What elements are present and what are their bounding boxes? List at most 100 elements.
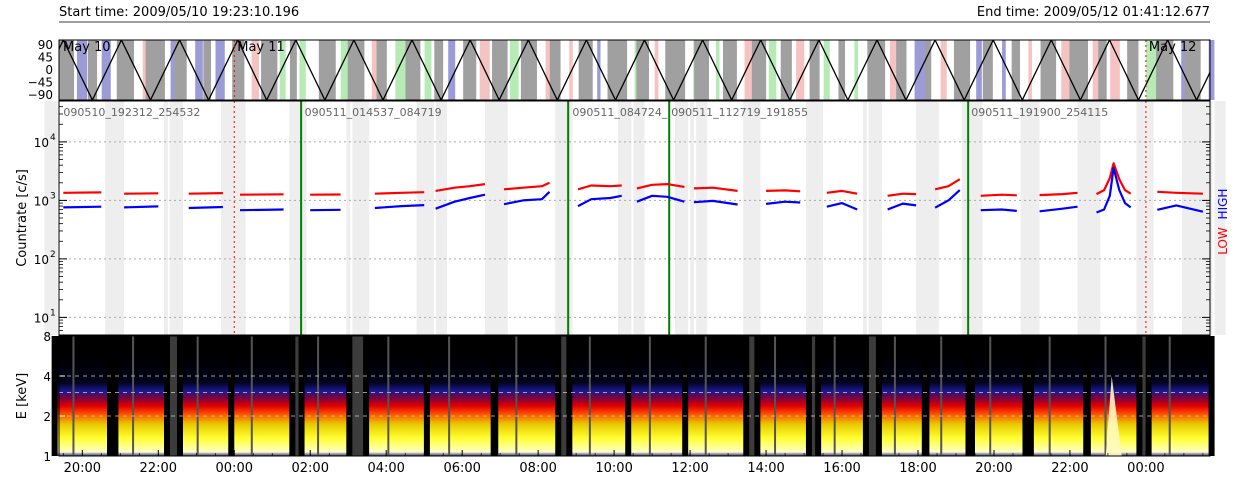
day-label: May 12 xyxy=(1149,40,1197,55)
spectrogram-gap xyxy=(1049,336,1051,456)
day-label: May 11 xyxy=(237,40,285,55)
spectrogram-gap xyxy=(317,336,319,456)
orbit-band xyxy=(550,40,561,100)
segment-label: 090511_112719_191855 xyxy=(671,106,808,119)
spectrogram-column xyxy=(1034,356,1083,456)
x-tick-label: 18:00 xyxy=(899,461,936,476)
x-tick-label: 06:00 xyxy=(443,461,480,476)
orbit-band xyxy=(597,40,600,100)
countrate-tick-exponent: 4 xyxy=(50,133,56,143)
series-line-high xyxy=(124,206,158,207)
x-tick-label: 20:00 xyxy=(64,461,101,476)
countrate-tick-base: 10 xyxy=(34,194,49,208)
series-line-high xyxy=(981,210,1017,211)
orbit-band xyxy=(1093,40,1099,100)
segment-label: 090511_191900_254115 xyxy=(971,106,1108,119)
spectrogram-gap xyxy=(894,336,896,456)
shaded-band xyxy=(417,101,430,335)
series-line-high xyxy=(240,210,284,211)
x-tick-label: 04:00 xyxy=(367,461,404,476)
series-line-high xyxy=(189,207,223,208)
series-line-low xyxy=(375,192,424,194)
orbit-band xyxy=(655,40,659,100)
legend-high: HIGH xyxy=(1216,189,1230,220)
spectrogram-gap xyxy=(515,336,517,456)
spectrogram-gap xyxy=(705,336,707,456)
x-tick-label: 00:00 xyxy=(1127,461,1164,476)
series-line-low xyxy=(189,193,223,194)
spectrogram-gap xyxy=(251,336,253,456)
orbit-band xyxy=(983,40,993,100)
spectrogram-tick-label: 8 xyxy=(43,330,51,344)
spectrogram-tick-label: 1 xyxy=(43,450,51,464)
countrate-tick-base: 10 xyxy=(34,311,49,325)
countrate-axis-label: Countrate [c/s] xyxy=(15,169,30,267)
spectrogram-column xyxy=(688,356,743,456)
shaded-band xyxy=(1021,101,1034,335)
shade-gap xyxy=(434,101,436,335)
countrate-tick-exponent: 3 xyxy=(50,191,56,201)
orbit-band xyxy=(665,40,685,100)
orbit-band xyxy=(1110,40,1120,100)
segment-label: 090511_084724_ xyxy=(572,106,667,119)
spectrogram-axis-label: E [keV] xyxy=(15,373,30,419)
shaded-band xyxy=(747,101,760,335)
legend-low: LOW xyxy=(1216,227,1230,255)
shaded-band xyxy=(1138,101,1151,335)
orbit-band xyxy=(854,40,858,100)
x-tick-label: 22:00 xyxy=(140,461,177,476)
spectrogram-gap xyxy=(1169,336,1171,456)
x-tick-label: 14:00 xyxy=(747,461,784,476)
shaded-band xyxy=(618,101,631,335)
spectrogram-column xyxy=(929,356,965,456)
orbit-band xyxy=(723,40,737,100)
shaded-band xyxy=(291,101,304,335)
shaded-band xyxy=(808,101,821,335)
shaded-band xyxy=(356,101,369,335)
orbit-band xyxy=(636,40,649,100)
orbit-band xyxy=(752,40,766,100)
series-line-low xyxy=(981,195,1017,196)
spectrogram-column xyxy=(498,356,555,456)
end-time-label: End time: 2009/05/12 01:41:12.677 xyxy=(977,5,1210,20)
orbit-band xyxy=(1041,40,1057,100)
shade-gap xyxy=(350,101,352,335)
shade-gap xyxy=(694,101,696,335)
spectrogram-column xyxy=(631,356,690,456)
spectrogram-column xyxy=(234,356,289,456)
spectrogram-column xyxy=(118,356,164,456)
spectrogram-gap xyxy=(589,336,591,456)
spectrogram-gap xyxy=(940,336,942,456)
spectrogram-column xyxy=(572,356,627,456)
series-line-low xyxy=(766,190,800,191)
orbit-band xyxy=(1127,40,1138,100)
shade-gap xyxy=(631,101,633,335)
orbit-band xyxy=(434,40,443,100)
countrate-tick-base: 10 xyxy=(34,136,49,150)
orbit-band xyxy=(448,40,455,100)
orbit-band xyxy=(781,40,792,100)
spectrogram-column xyxy=(975,356,1022,456)
orbit-band xyxy=(867,40,885,100)
spectrogram-gap xyxy=(448,336,450,456)
day-label: May 10 xyxy=(63,40,111,55)
spectrogram-gap xyxy=(387,336,389,456)
orbit-band xyxy=(796,40,804,100)
shaded-band xyxy=(559,101,572,335)
shaded-band xyxy=(170,101,183,335)
x-tick-label: 20:00 xyxy=(975,461,1012,476)
x-tick-label: 16:00 xyxy=(823,461,860,476)
x-tick-label: 00:00 xyxy=(216,461,253,476)
orbit-band xyxy=(195,40,203,100)
orbit-band xyxy=(319,40,336,100)
orbit-band xyxy=(954,40,970,100)
shaded-band xyxy=(916,101,929,335)
shaded-band xyxy=(105,101,118,335)
countrate-tick-exponent: 1 xyxy=(50,308,56,318)
x-tick-label: 12:00 xyxy=(671,461,708,476)
